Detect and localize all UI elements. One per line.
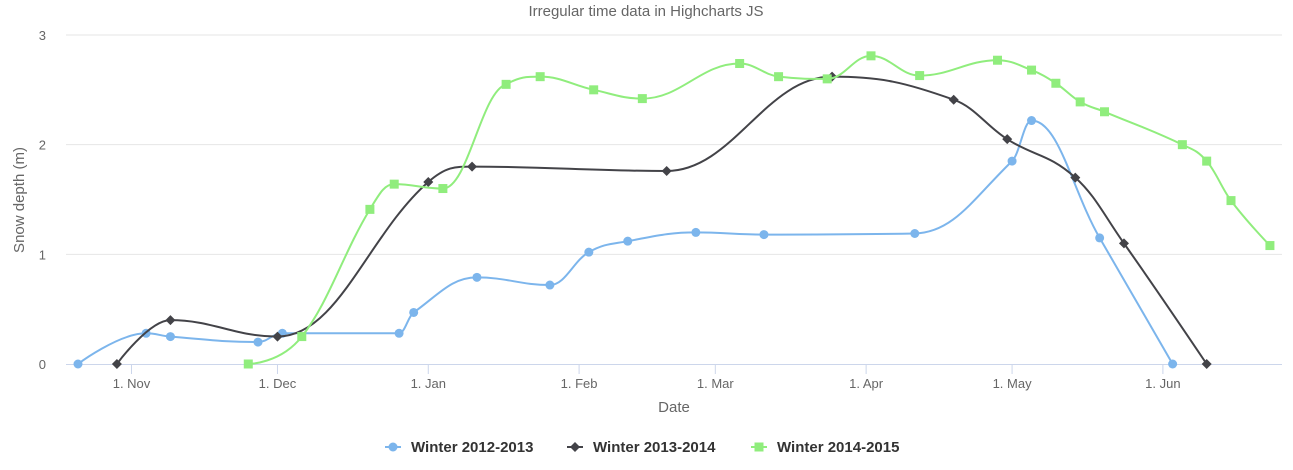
data-point bbox=[389, 179, 399, 189]
legend-label: Winter 2014-2015 bbox=[777, 439, 899, 456]
data-point bbox=[584, 247, 594, 257]
data-point bbox=[501, 79, 511, 89]
data-point bbox=[394, 328, 404, 338]
data-point bbox=[297, 332, 307, 342]
data-point bbox=[661, 165, 672, 176]
data-point bbox=[472, 272, 482, 282]
data-point bbox=[243, 359, 253, 369]
data-point bbox=[1002, 134, 1013, 145]
data-point bbox=[438, 184, 448, 194]
square-marker-icon bbox=[754, 442, 764, 452]
legend-label: Winter 2013-2014 bbox=[593, 439, 716, 456]
data-point bbox=[545, 280, 555, 290]
series-3 bbox=[243, 51, 1275, 369]
series-line bbox=[248, 54, 1271, 365]
data-point bbox=[589, 85, 599, 95]
data-point bbox=[423, 176, 434, 187]
data-point bbox=[1027, 65, 1037, 75]
diamond-marker-icon bbox=[570, 442, 580, 452]
data-point bbox=[409, 307, 419, 317]
data-point bbox=[735, 59, 745, 69]
x-tick-label: 1. Dec bbox=[259, 376, 297, 391]
legend-item[interactable]: Winter 2013-2014 bbox=[567, 439, 716, 456]
x-tick-label: 1. Jun bbox=[1145, 376, 1180, 391]
legend-label: Winter 2012-2013 bbox=[411, 439, 533, 456]
data-point bbox=[272, 331, 283, 342]
series-2 bbox=[111, 71, 1212, 369]
x-tick-label: 1. Apr bbox=[849, 376, 884, 391]
data-point bbox=[1027, 116, 1037, 126]
data-point bbox=[111, 359, 122, 369]
data-point bbox=[365, 204, 375, 214]
data-point bbox=[73, 359, 83, 369]
data-point bbox=[948, 94, 959, 105]
x-tick-label: 1. Mar bbox=[697, 376, 735, 391]
legend: Winter 2012-2013 Winter 2013-2014 Winter 2… bbox=[385, 439, 899, 456]
series-line bbox=[116, 75, 1208, 365]
data-point bbox=[1177, 140, 1187, 150]
y-tick-label: 2 bbox=[39, 138, 46, 153]
x-tick-label: 1. Jan bbox=[411, 376, 446, 391]
data-point bbox=[637, 94, 647, 104]
data-point bbox=[1265, 241, 1275, 251]
data-point bbox=[1070, 172, 1081, 183]
chart-title: Irregular time data in Highcharts JS bbox=[528, 3, 763, 20]
data-point bbox=[165, 315, 176, 326]
data-point bbox=[623, 236, 633, 246]
y-axis-title: Snow depth (m) bbox=[11, 147, 28, 253]
data-point bbox=[759, 230, 769, 240]
data-point bbox=[774, 72, 784, 82]
x-axis-title: Date bbox=[658, 399, 690, 416]
series-1 bbox=[73, 116, 1178, 369]
data-point bbox=[691, 227, 701, 237]
data-point bbox=[535, 72, 545, 82]
data-point bbox=[1118, 238, 1129, 249]
x-tick-label: 1. Nov bbox=[113, 376, 151, 391]
data-point bbox=[915, 71, 925, 81]
data-point bbox=[467, 161, 478, 172]
data-point bbox=[1075, 97, 1085, 107]
data-point bbox=[1201, 359, 1212, 369]
data-point bbox=[1100, 107, 1110, 117]
legend-item[interactable]: Winter 2012-2013 bbox=[385, 439, 533, 456]
y-tick-label: 1 bbox=[39, 247, 46, 262]
data-point bbox=[1095, 233, 1105, 243]
y-tick-label: 0 bbox=[39, 357, 46, 372]
data-point bbox=[1202, 156, 1212, 166]
data-point bbox=[1051, 78, 1061, 88]
data-point bbox=[992, 55, 1002, 65]
x-tick-label: 1. May bbox=[993, 376, 1033, 391]
data-point bbox=[165, 332, 175, 342]
data-point bbox=[866, 51, 876, 61]
data-point bbox=[1007, 156, 1017, 166]
legend-item[interactable]: Winter 2014-2015 bbox=[751, 439, 899, 456]
circle-marker-icon bbox=[388, 442, 398, 452]
data-point bbox=[822, 74, 832, 84]
data-point bbox=[910, 228, 920, 238]
data-point bbox=[1168, 359, 1178, 369]
x-tick-label: 1. Feb bbox=[561, 376, 598, 391]
data-point bbox=[1226, 196, 1236, 206]
y-tick-label: 3 bbox=[39, 28, 46, 43]
data-point bbox=[253, 337, 263, 347]
